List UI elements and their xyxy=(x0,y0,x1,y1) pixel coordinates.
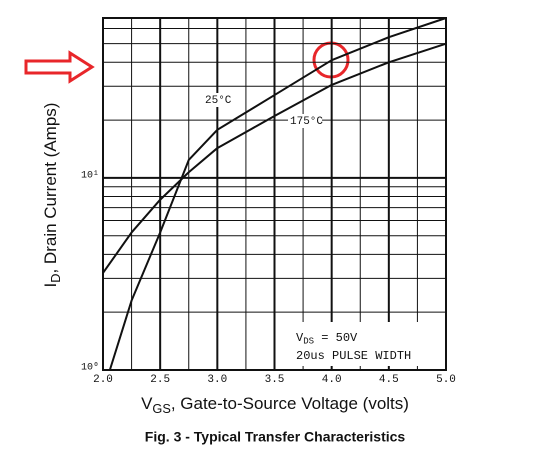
annotation: VDS = 50V xyxy=(296,331,358,347)
series-label: 175°C xyxy=(290,116,323,128)
x-tick-label: 4.0 xyxy=(322,374,342,386)
series-label-bg xyxy=(288,114,322,128)
y-axis-label-sub: D xyxy=(48,274,63,283)
x-tick-label: 2.5 xyxy=(150,374,170,386)
x-tick-label: 2.0 xyxy=(93,374,113,386)
x-axis-label-sub: GS xyxy=(152,401,170,416)
x-tick-label: 3.5 xyxy=(265,374,285,386)
x-tick-label: 3.0 xyxy=(207,374,227,386)
annotation-main: V xyxy=(296,331,304,345)
x-tick-label: 5.0 xyxy=(436,374,456,386)
x-axis-label: VGS, Gate-to-Source Voltage (volts) xyxy=(141,394,409,416)
annotation: 20us PULSE WIDTH xyxy=(296,349,411,363)
annotation-box xyxy=(288,322,443,366)
x-axis-label-main: V xyxy=(141,394,153,413)
series-line xyxy=(108,17,447,371)
highlight-arrow xyxy=(24,50,95,84)
y-tick-label: 10¹ xyxy=(81,171,99,182)
annotation-main: 20us PULSE WIDTH xyxy=(296,349,411,363)
x-tick-label: 4.5 xyxy=(379,374,399,386)
x-axis-label-rest: , Gate-to-Source Voltage (volts) xyxy=(171,394,409,413)
series-label-bg xyxy=(203,93,237,107)
y-axis-label-main: I xyxy=(41,283,60,288)
annotation-sub: DS xyxy=(303,337,314,347)
annotation-rest: = 50V xyxy=(314,331,358,345)
plot-frame xyxy=(102,17,447,371)
y-axis-label: ID, Drain Current (Amps) xyxy=(41,103,63,288)
series-line xyxy=(102,42,447,274)
series-label: 25°C xyxy=(205,95,232,107)
y-tick-label: 10⁰ xyxy=(81,362,99,374)
y-axis-label-rest: , Drain Current (Amps) xyxy=(41,103,60,274)
chart-title: Fig. 3 - Typical Transfer Characteristic… xyxy=(145,429,406,445)
